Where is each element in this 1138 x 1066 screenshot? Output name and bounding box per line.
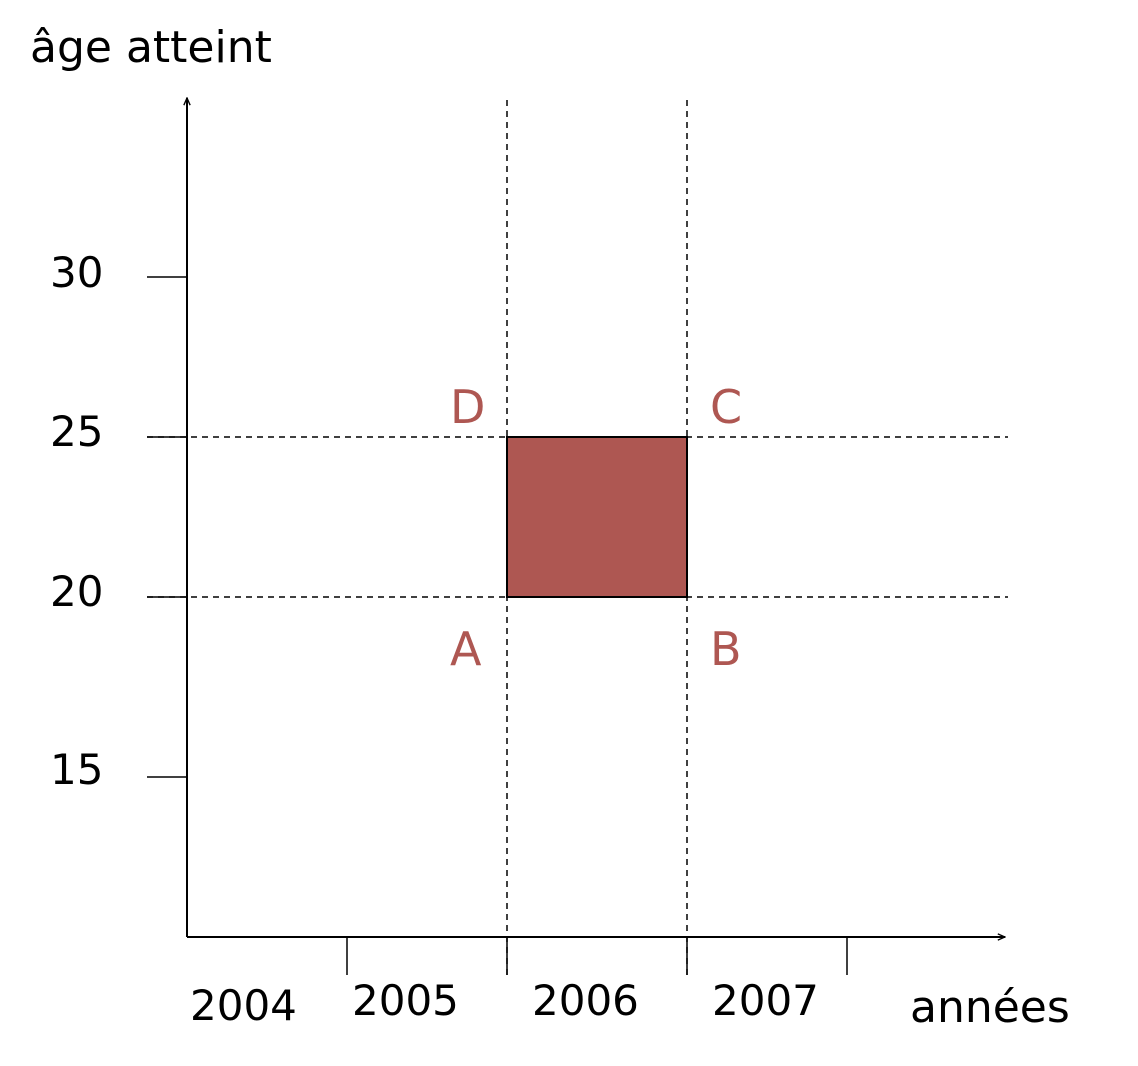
x-tick-label: 2007 bbox=[712, 976, 819, 1025]
point-label-b: B bbox=[710, 622, 742, 676]
point-label-d: D bbox=[450, 380, 485, 434]
x-tick-label: 2006 bbox=[532, 976, 639, 1025]
y-tick-label: 25 bbox=[50, 407, 103, 456]
y-tick-label: 20 bbox=[50, 567, 103, 616]
x-tick-label: 2005 bbox=[352, 976, 459, 1025]
x-tick-label: 2004 bbox=[190, 981, 297, 1030]
x-axis-title: années bbox=[910, 982, 1070, 1033]
y-tick-label: 15 bbox=[50, 745, 103, 794]
highlight-cell bbox=[506, 436, 688, 598]
y-axis-title: âge atteint bbox=[30, 22, 272, 73]
point-label-a: A bbox=[450, 622, 482, 676]
point-label-c: C bbox=[710, 380, 742, 434]
y-tick-label: 30 bbox=[50, 248, 103, 297]
